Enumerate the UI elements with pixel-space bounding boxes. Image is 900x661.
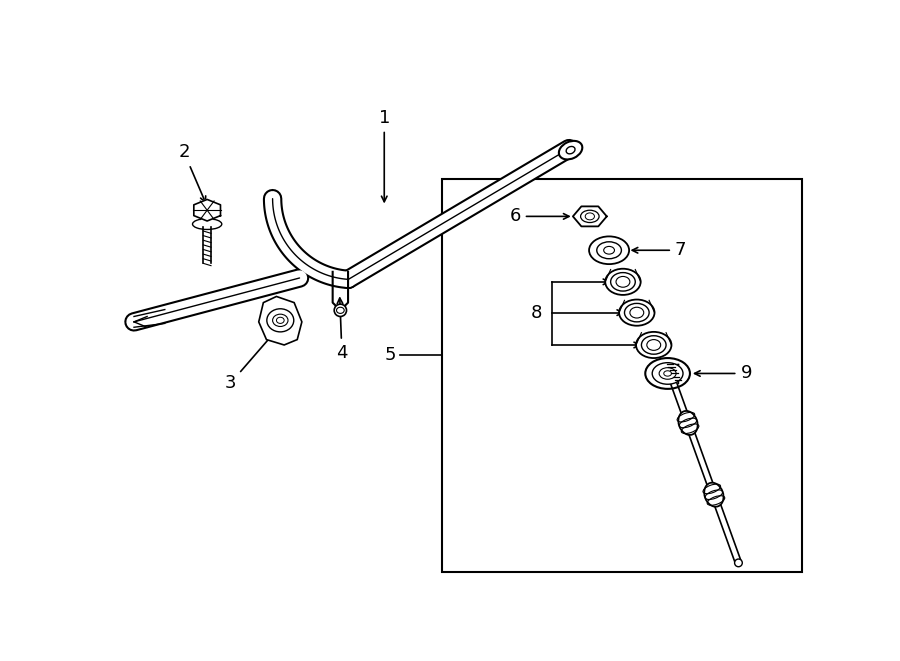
Ellipse shape — [610, 272, 635, 291]
Ellipse shape — [266, 309, 293, 332]
Ellipse shape — [559, 141, 582, 159]
Circle shape — [334, 304, 346, 317]
Ellipse shape — [679, 411, 698, 435]
Ellipse shape — [597, 242, 621, 258]
Polygon shape — [194, 200, 220, 221]
Polygon shape — [258, 297, 302, 345]
Ellipse shape — [580, 210, 599, 223]
Ellipse shape — [659, 368, 676, 379]
Text: 2: 2 — [178, 143, 206, 202]
Ellipse shape — [619, 299, 654, 326]
Polygon shape — [573, 206, 607, 226]
Ellipse shape — [273, 314, 288, 327]
Ellipse shape — [193, 219, 221, 229]
Ellipse shape — [652, 363, 683, 384]
Text: 3: 3 — [224, 329, 277, 393]
Text: 4: 4 — [337, 298, 347, 362]
Text: 8: 8 — [531, 303, 543, 322]
Text: 6: 6 — [509, 208, 569, 225]
Ellipse shape — [585, 213, 595, 220]
Bar — [442, 179, 803, 572]
Ellipse shape — [605, 269, 641, 295]
Ellipse shape — [642, 336, 666, 354]
Ellipse shape — [625, 303, 649, 322]
Ellipse shape — [590, 237, 629, 264]
Text: 1: 1 — [379, 109, 390, 202]
Text: 9: 9 — [695, 364, 752, 383]
Ellipse shape — [645, 358, 690, 389]
Circle shape — [734, 559, 742, 566]
Ellipse shape — [704, 483, 724, 507]
Ellipse shape — [636, 332, 671, 358]
Text: 7: 7 — [632, 241, 687, 259]
Text: 5: 5 — [384, 346, 396, 364]
